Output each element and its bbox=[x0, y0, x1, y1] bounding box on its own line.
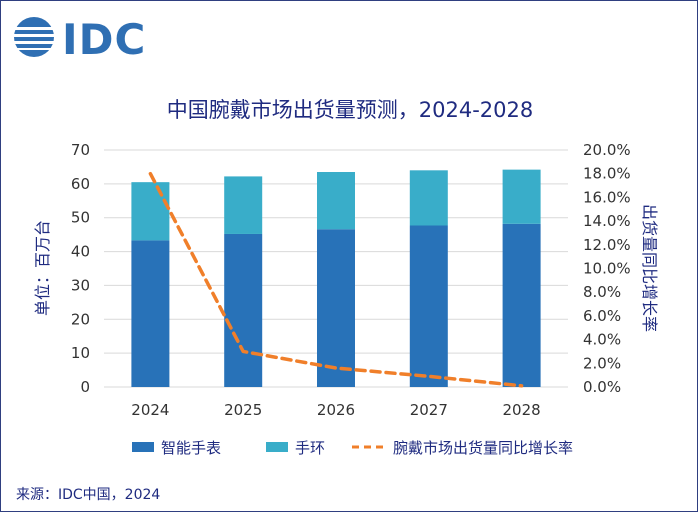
bar-band bbox=[131, 182, 170, 241]
chart-title: 中国腕戴市场出货量预测，2024-2028 bbox=[167, 98, 533, 122]
y2-axis-title: 出货量同比增长率 bbox=[640, 204, 659, 332]
y-tick-label: 40 bbox=[71, 243, 90, 261]
legend: 智能手表 手环 腕戴市场出货量同比增长率 bbox=[132, 439, 573, 457]
bar-band bbox=[502, 169, 541, 224]
y2-tick-label: 8.0% bbox=[583, 283, 621, 301]
y-tick-label: 20 bbox=[71, 310, 90, 328]
bar-band bbox=[317, 172, 355, 230]
y2-tick-label: 16.0% bbox=[583, 188, 631, 206]
y2-tick-label: 0.0% bbox=[583, 378, 621, 396]
y2-axis-ticks: 0.0% 2.0% 4.0% 6.0% 8.0% 10.0% 12.0% 14.0% 16.0%… bbox=[583, 141, 631, 396]
y-axis-ticks: 0 10 20 30 40 50 60 70 bbox=[71, 141, 90, 396]
y2-tick-label: 14.0% bbox=[583, 212, 631, 230]
y-tick-label: 10 bbox=[71, 344, 90, 362]
y-tick-label: 30 bbox=[71, 276, 90, 294]
legend-label-band: 手环 bbox=[295, 439, 325, 457]
y-tick-label: 70 bbox=[71, 141, 90, 159]
source-note: 来源：IDC中国，2024 bbox=[16, 487, 160, 503]
x-tick-label: 2026 bbox=[317, 401, 355, 419]
y2-tick-label: 6.0% bbox=[583, 307, 621, 325]
bar-smartwatch bbox=[131, 240, 170, 387]
x-tick-label: 2028 bbox=[503, 401, 541, 419]
bar-smartwatch bbox=[502, 223, 541, 387]
y-tick-label: 50 bbox=[71, 209, 90, 227]
legend-label-growth: 腕戴市场出货量同比增长率 bbox=[393, 439, 573, 457]
idc-logo: IDC bbox=[14, 15, 146, 60]
bar-smartwatch bbox=[224, 233, 263, 387]
y-tick-label: 0 bbox=[80, 378, 90, 396]
legend-swatch-smartwatch bbox=[132, 442, 154, 452]
y2-tick-label: 20.0% bbox=[583, 141, 631, 159]
x-tick-label: 2024 bbox=[131, 401, 169, 419]
x-tick-label: 2025 bbox=[224, 401, 262, 419]
logo-text: IDC bbox=[62, 15, 146, 60]
bars bbox=[131, 169, 541, 387]
y2-tick-label: 2.0% bbox=[583, 354, 621, 372]
bar-band bbox=[409, 170, 448, 226]
legend-label-smartwatch: 智能手表 bbox=[161, 439, 221, 457]
y2-tick-label: 12.0% bbox=[583, 236, 631, 254]
y2-tick-label: 4.0% bbox=[583, 331, 621, 349]
y2-tick-label: 18.0% bbox=[583, 165, 631, 183]
growth-line bbox=[148, 171, 524, 388]
bar-smartwatch bbox=[317, 229, 355, 387]
x-tick-label: 2027 bbox=[410, 401, 448, 419]
globe-icon bbox=[14, 17, 54, 57]
y2-tick-label: 10.0% bbox=[583, 260, 631, 278]
y-axis-title: 单位：百万台 bbox=[33, 220, 52, 316]
bar-band bbox=[224, 176, 263, 234]
legend-swatch-band bbox=[266, 442, 288, 452]
y-tick-label: 60 bbox=[71, 175, 90, 193]
bar-smartwatch bbox=[409, 225, 448, 387]
x-axis-ticks: 2024 2025 2026 2027 2028 bbox=[131, 401, 540, 419]
